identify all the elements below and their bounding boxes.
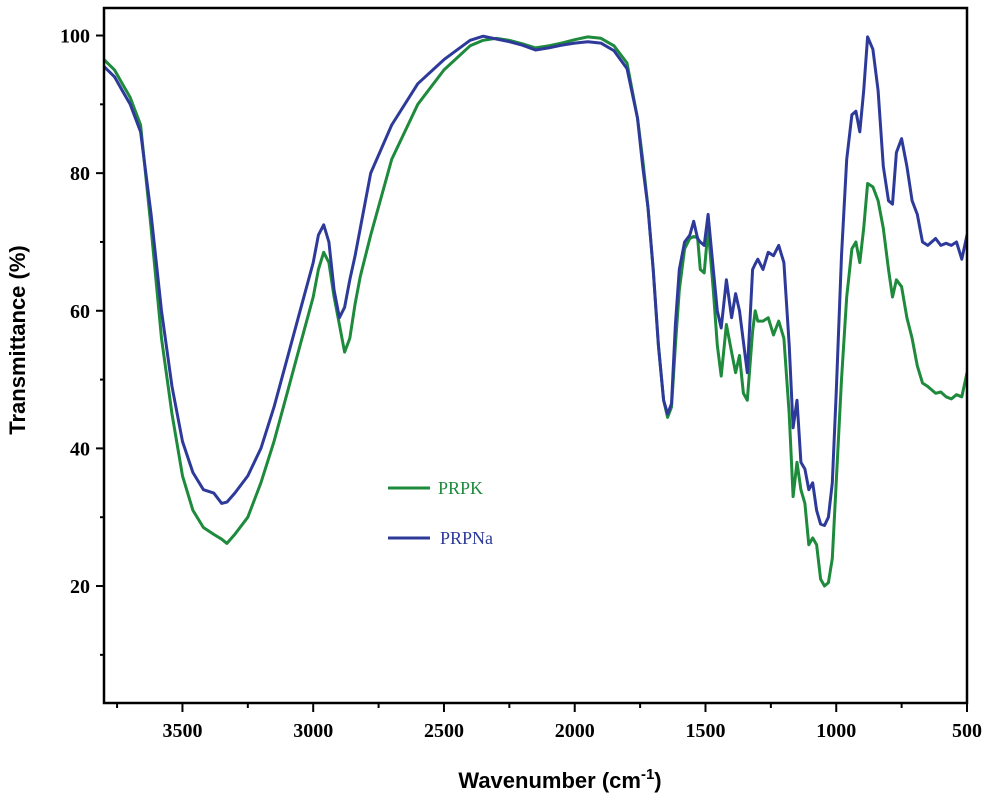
x-tick-label-3500: 3500 <box>162 720 202 742</box>
x-axis-title: Wavenumber (cm-1) <box>458 766 661 793</box>
legend-label-prpk: PRPK <box>438 478 483 498</box>
x-tick-label-1000: 1000 <box>816 720 856 742</box>
x-tick-label-2000: 2000 <box>555 720 595 742</box>
legend: PRPK PRPNa <box>388 478 493 548</box>
plot-frame <box>102 6 969 705</box>
series-line-prpna <box>104 34 967 527</box>
x-tick-label-2500: 2500 <box>424 720 464 742</box>
x-tick-label-1500: 1500 <box>685 720 725 742</box>
y-axis-title: Transmittance (%) <box>5 245 30 435</box>
x-axis-title-close: ) <box>654 768 661 793</box>
y-tick-label-60: 60 <box>70 301 90 323</box>
plot-area <box>102 6 969 705</box>
x-axis-title-sup: -1 <box>641 766 654 783</box>
series-layer <box>104 34 967 588</box>
legend-label-prpna: PRPNa <box>440 528 493 548</box>
y-tick-label-40: 40 <box>70 438 90 460</box>
y-tick-label-20: 20 <box>70 576 90 598</box>
series-line-prpk <box>104 35 967 588</box>
x-axis-title-main: Wavenumber (cm <box>458 768 641 793</box>
ticks-layer: 3500 3000 2500 2000 1500 1000 500 20 40 60 80 100 <box>60 26 982 742</box>
x-tick-label-3000: 3000 <box>293 720 333 742</box>
y-tick-label-80: 80 <box>70 163 90 185</box>
x-tick-label-500: 500 <box>952 720 982 742</box>
y-tick-label-100: 100 <box>60 26 90 48</box>
